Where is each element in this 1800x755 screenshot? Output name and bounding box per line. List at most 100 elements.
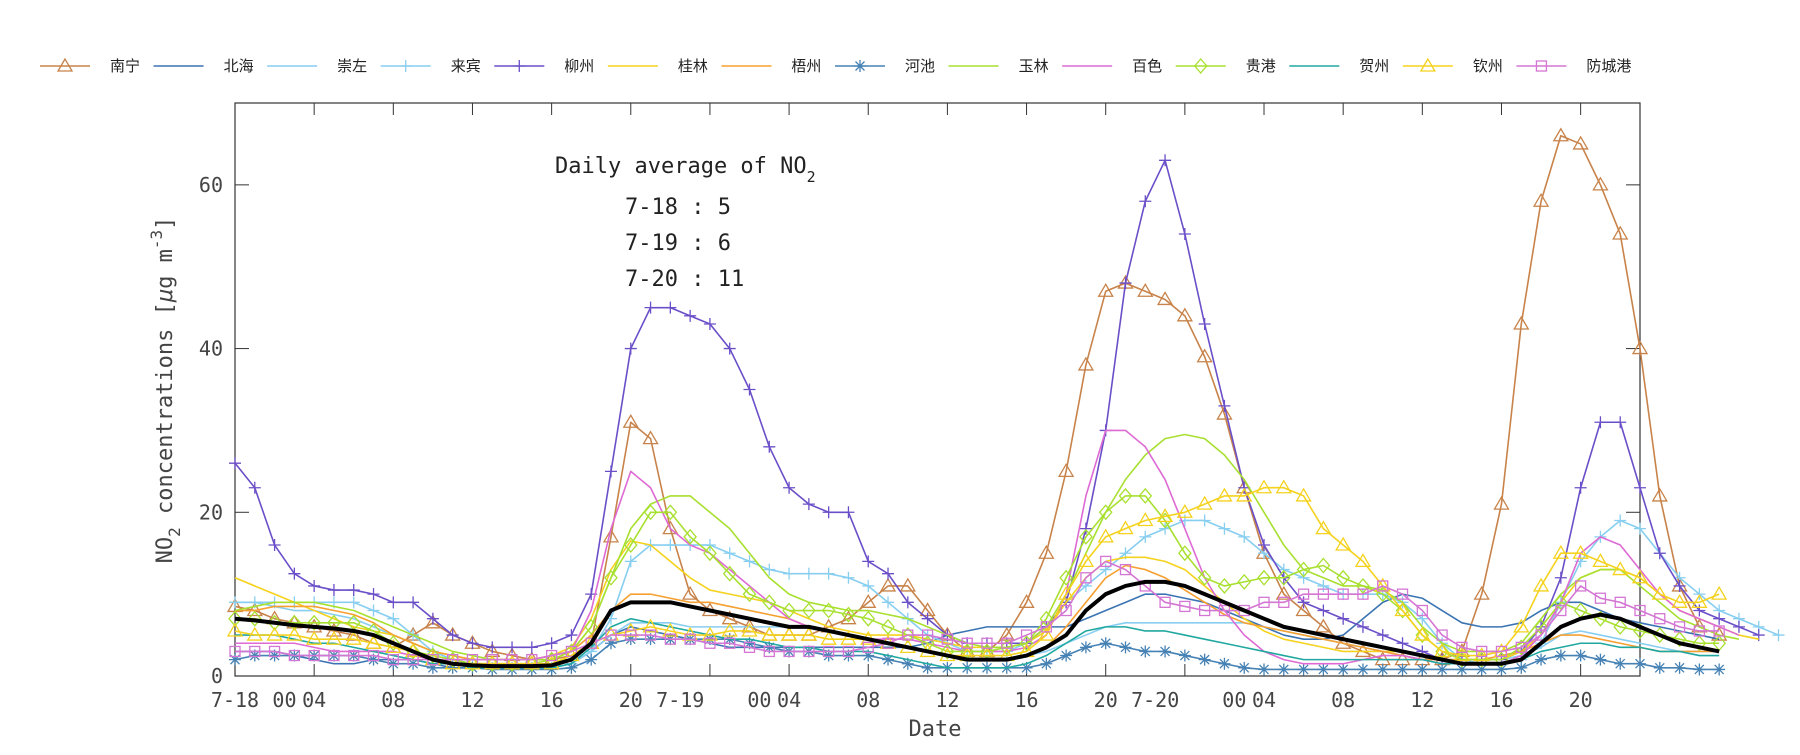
data-point	[1295, 487, 1312, 502]
data-point	[882, 596, 895, 609]
data-point	[1099, 563, 1112, 576]
data-point	[802, 567, 815, 580]
data-point	[565, 661, 578, 674]
data-point	[882, 567, 895, 580]
data-point	[642, 430, 659, 445]
data-point	[306, 630, 323, 645]
series-mean	[234, 579, 1720, 669]
legend-label: 贺州	[1359, 57, 1389, 75]
data-point	[1455, 663, 1468, 676]
data-point	[940, 643, 955, 660]
legend-marker	[854, 60, 866, 72]
data-point	[1631, 340, 1649, 355]
data-point	[802, 498, 815, 511]
x-tick-label: 12	[1410, 688, 1434, 712]
data-point	[604, 465, 617, 478]
data-point	[1634, 604, 1646, 617]
data-point	[367, 649, 380, 662]
data-point	[347, 596, 360, 609]
data-point	[505, 655, 519, 672]
series-line	[234, 579, 1720, 669]
data-point	[506, 663, 519, 676]
data-point	[1060, 604, 1072, 617]
legend-label: 河池	[905, 57, 935, 75]
data-point	[1077, 356, 1095, 371]
data-point	[464, 655, 481, 670]
data-point	[1317, 588, 1330, 600]
data-point	[780, 626, 798, 641]
legend-label: 防城港	[1586, 57, 1631, 75]
data-point	[387, 653, 399, 666]
data-point	[1238, 530, 1251, 543]
data-point	[1118, 487, 1133, 504]
data-point	[1354, 643, 1372, 658]
data-point	[1059, 569, 1073, 586]
data-point	[822, 649, 835, 662]
data-point	[1356, 577, 1370, 594]
data-point	[743, 383, 756, 396]
data-point	[1317, 579, 1330, 592]
x-tick-label: 16	[1489, 688, 1513, 712]
data-point	[1634, 481, 1646, 494]
data-point	[506, 641, 519, 654]
x-tick-label: 20	[1569, 688, 1593, 712]
data-point	[1218, 399, 1231, 412]
data-point	[1018, 594, 1035, 608]
data-point	[1057, 585, 1075, 600]
data-point	[842, 645, 855, 658]
data-point	[921, 661, 934, 674]
legend-marker	[56, 57, 74, 72]
data-point	[704, 637, 716, 649]
data-point	[1198, 514, 1211, 527]
data-point	[1020, 629, 1033, 641]
data-point	[1039, 610, 1054, 627]
data-point	[1179, 600, 1191, 613]
data-point	[723, 547, 736, 560]
data-point	[1436, 663, 1449, 676]
data-point	[1079, 579, 1092, 592]
data-point	[1513, 315, 1530, 330]
x-tick-label: 20	[1094, 688, 1118, 712]
data-point	[882, 653, 895, 666]
data-point	[1178, 545, 1192, 562]
data-point	[902, 629, 914, 641]
series-line	[234, 134, 1720, 661]
data-point	[525, 663, 538, 676]
data-point	[822, 567, 835, 580]
data-point	[523, 655, 540, 670]
data-point	[1257, 569, 1271, 586]
x-tick-label: 08	[381, 688, 405, 712]
data-point	[1672, 631, 1687, 648]
data-point	[426, 612, 439, 625]
data-point	[268, 539, 281, 552]
data-point	[446, 661, 459, 674]
data-point	[565, 645, 578, 658]
data-point	[485, 655, 500, 672]
data-point	[545, 663, 558, 676]
data-point	[1218, 657, 1231, 670]
data-point	[1592, 553, 1609, 568]
data-point	[861, 610, 876, 627]
data-point	[1396, 637, 1409, 650]
data-point	[1532, 192, 1550, 207]
legend-label: 贵港	[1246, 57, 1276, 75]
data-point	[1336, 569, 1351, 586]
data-point	[1295, 602, 1312, 617]
legend-item: 崇左	[267, 57, 367, 75]
data-point	[842, 506, 855, 519]
data-point	[328, 649, 340, 662]
data-point	[664, 633, 677, 645]
data-point	[1038, 626, 1055, 641]
data-point	[1377, 580, 1389, 592]
data-point	[842, 649, 855, 662]
data-point	[347, 584, 360, 597]
x-tick-label: 16	[540, 688, 564, 712]
series-line	[235, 429, 1740, 665]
data-point	[1198, 604, 1211, 617]
data-point	[1296, 561, 1311, 578]
data-point	[1416, 663, 1429, 676]
data-point	[1317, 604, 1330, 617]
data-point	[703, 318, 716, 331]
data-point	[1515, 641, 1527, 653]
plot-frame	[234, 102, 1641, 677]
